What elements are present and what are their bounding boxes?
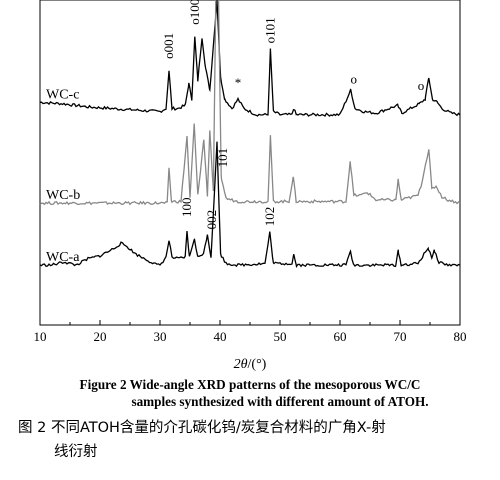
peak-annotation: o [351, 72, 358, 87]
series-label-wc-c: WC-c [46, 87, 79, 102]
x-tick-label: 80 [454, 329, 467, 344]
series-label-wc-a: WC-a [46, 250, 80, 265]
peak-annotation: 102 [262, 207, 277, 227]
series-labels: WC-c WC-b WC-a [46, 87, 80, 265]
peak-annotation: o001 [161, 33, 176, 59]
plot-frame [39, 0, 461, 326]
x-tick-label: 60 [334, 329, 347, 344]
series-line-wc-c [39, 0, 461, 117]
x-tick-label: 10 [34, 329, 47, 344]
peak-annotation: 100 [179, 198, 194, 218]
caption-zh-line2: 线衍射 [54, 444, 98, 460]
caption-en-line2: samples synthesized with different amoun… [131, 394, 429, 409]
x-tick-label: 70 [394, 329, 407, 344]
series-line-wc-a [39, 141, 461, 268]
caption-en-line1: Figure 2 Wide-angle XRD patterns of the … [79, 377, 421, 392]
peak-annotation: o101 [262, 17, 277, 43]
x-axis-ticks: 10 20 30 40 50 60 70 80 [34, 320, 467, 344]
x-tick-label: 20 [94, 329, 107, 344]
x-axis-label: 2θ/(°) [234, 357, 267, 372]
peak-annotation: o100 [187, 0, 202, 25]
series-label-wc-b: WC-b [46, 188, 80, 203]
peak-annotation: 101 [215, 148, 230, 168]
series-line-wc-b [39, 0, 461, 206]
peak-annotation: * [235, 75, 242, 90]
series-layer [39, 0, 461, 268]
x-tick-label: 40 [214, 329, 227, 344]
peak-annotation: o [418, 78, 425, 93]
peak-annotation: 002 [204, 210, 219, 230]
caption-zh-line1: 图 2 不同ATOH含量的介孔碳化钨/炭复合材料的广角X-射 [18, 420, 386, 436]
x-tick-label: 50 [274, 329, 287, 344]
x-tick-label: 30 [154, 329, 167, 344]
